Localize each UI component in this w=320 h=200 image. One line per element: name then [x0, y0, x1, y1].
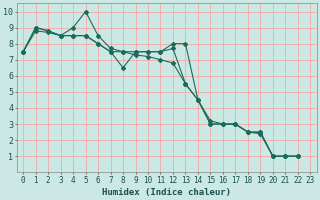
- X-axis label: Humidex (Indice chaleur): Humidex (Indice chaleur): [102, 188, 231, 197]
